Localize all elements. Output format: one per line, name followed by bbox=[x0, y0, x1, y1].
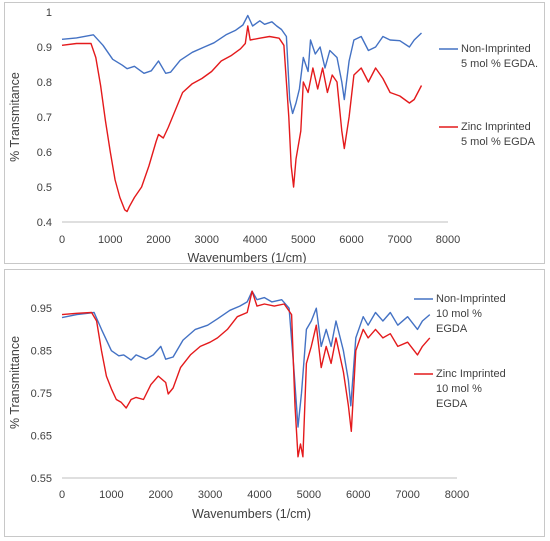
x-tick-label: 8000 bbox=[445, 489, 469, 501]
legend-label: 5 mol % EGDA. bbox=[461, 58, 538, 70]
legend-label: Zinc Imprinted bbox=[461, 121, 531, 133]
y-tick-label: 0.95 bbox=[31, 303, 52, 315]
x-tick-label: 5000 bbox=[297, 489, 321, 501]
y-tick-label: 0.7 bbox=[37, 112, 52, 124]
x-axis-title: Wavenumbers (1/cm) bbox=[187, 251, 306, 263]
legend-label: 5 mol % EGDA bbox=[461, 136, 536, 148]
x-tick-label: 6000 bbox=[346, 489, 370, 501]
x-tick-label: 2000 bbox=[146, 234, 170, 246]
series-line-non-imprinted bbox=[61, 14, 422, 115]
chart-bottom: 0 1000 2000 3000 4000 5000 6000 7000 8000 0.55 0.6… bbox=[8, 290, 506, 521]
x-tick-label: 0 bbox=[59, 489, 65, 501]
legend-label: Zinc Imprinted bbox=[436, 368, 506, 380]
y-tick-label: 0.6 bbox=[37, 147, 52, 159]
y-tick-label: 0.85 bbox=[31, 346, 52, 358]
y-axis-title: % Transmitance bbox=[8, 72, 22, 162]
y-tick-label: 0.75 bbox=[31, 388, 52, 400]
legend-label: 10 mol % bbox=[436, 308, 482, 320]
x-tick-label: 5000 bbox=[291, 234, 315, 246]
x-tick-label: 4000 bbox=[243, 234, 267, 246]
x-tick-label: 7000 bbox=[395, 489, 419, 501]
x-tick-label: 7000 bbox=[388, 234, 412, 246]
x-tick-label: 4000 bbox=[247, 489, 271, 501]
x-tick-label: 3000 bbox=[195, 234, 219, 246]
x-tick-label: 1000 bbox=[99, 489, 123, 501]
y-tick-label: 0.9 bbox=[37, 42, 52, 54]
x-tick-label: 1000 bbox=[98, 234, 122, 246]
chart-panel-top: 0 1000 2000 3000 4000 5000 6000 7000 8000 0.4 0.5 0… bbox=[4, 2, 545, 265]
chart-panel-bottom: 0 1000 2000 3000 4000 5000 6000 7000 8000 0.55 0.6… bbox=[4, 269, 545, 537]
y-tick-label: 0.65 bbox=[31, 431, 52, 443]
legend-label: Non-Imprinted bbox=[436, 293, 506, 305]
x-axis-title: Wavenumbers (1/cm) bbox=[192, 507, 311, 521]
y-tick-label: 0.4 bbox=[37, 217, 52, 229]
x-tick-label: 8000 bbox=[436, 234, 460, 246]
series-line-non-imprinted bbox=[61, 290, 431, 428]
y-axis-title: % Transmittance bbox=[8, 336, 22, 429]
x-tick-label: 0 bbox=[59, 234, 65, 246]
x-tick-label: 2000 bbox=[149, 489, 173, 501]
x-tick-label: 6000 bbox=[339, 234, 363, 246]
y-tick-label: 0.55 bbox=[31, 473, 52, 485]
x-tick-label: 3000 bbox=[198, 489, 222, 501]
y-tick-label: 0.8 bbox=[37, 77, 52, 89]
series-line-zinc-imprinted bbox=[61, 290, 431, 458]
chart-top: 0 1000 2000 3000 4000 5000 6000 7000 8000 0.4 0.5 0… bbox=[8, 7, 538, 265]
legend-label: 10 mol % bbox=[436, 383, 482, 395]
legend-label: Non-Imprinted bbox=[461, 43, 531, 55]
legend-label: EGDA bbox=[436, 398, 468, 410]
series-line-zinc-imprinted bbox=[61, 25, 423, 213]
y-tick-label: 1 bbox=[46, 7, 52, 19]
y-tick-label: 0.5 bbox=[37, 182, 52, 194]
legend-label: EGDA bbox=[436, 323, 468, 335]
